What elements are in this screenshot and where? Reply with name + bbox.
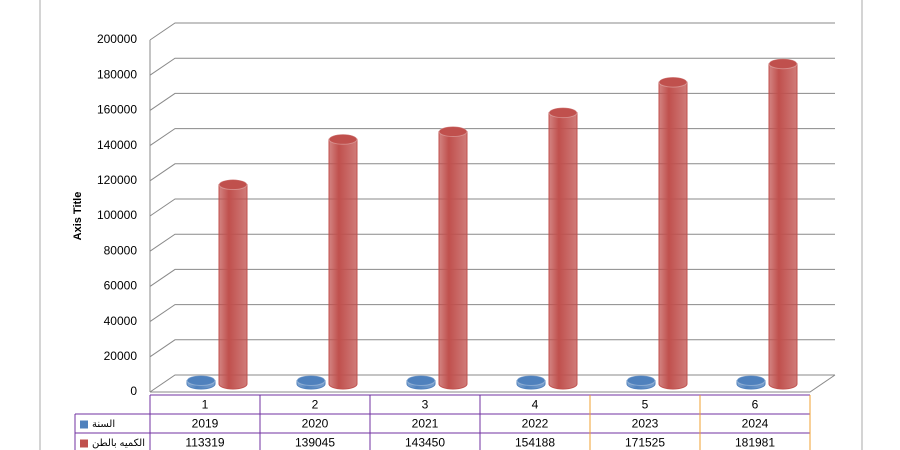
table-value: 2022: [522, 417, 549, 431]
table-value: 2019: [192, 417, 219, 431]
bar-top: [218, 179, 248, 191]
grid-line: [149, 198, 835, 217]
x-tick-label: 1: [202, 398, 209, 412]
bar-top: [406, 374, 436, 386]
bar: [328, 138, 358, 390]
table-value: 171525: [625, 436, 665, 450]
bar-top: [548, 107, 578, 119]
bar-top: [626, 374, 656, 386]
y-axis-title: Axis Title: [72, 192, 84, 241]
table-value: 2023: [632, 417, 659, 431]
grid-line: [149, 233, 835, 252]
bar: [218, 184, 248, 390]
grid-line: [149, 374, 835, 393]
bar: [768, 63, 798, 390]
x-tick-label: 3: [422, 398, 429, 412]
y-tick-label: 200000: [97, 32, 137, 46]
grid-line: [149, 163, 835, 182]
y-tick-label: 20000: [104, 349, 138, 363]
table-value: 2024: [742, 417, 769, 431]
bar-top: [768, 58, 798, 70]
legend-label: الكميه بالطن: [92, 438, 145, 449]
table-value: 181981: [735, 436, 775, 450]
y-tick-label: 140000: [97, 138, 137, 152]
y-tick-label: 180000: [97, 67, 137, 81]
bar-top: [736, 374, 766, 386]
grid-line: [149, 22, 835, 41]
bar-top: [328, 133, 358, 145]
grid-line: [149, 128, 835, 147]
bar-top: [186, 374, 216, 386]
floor: [150, 374, 836, 393]
y-tick-label: 0: [130, 384, 137, 398]
bar-top: [516, 374, 546, 386]
grid-line: [149, 57, 835, 76]
y-tick-label: 60000: [104, 279, 138, 293]
bar: [438, 131, 468, 390]
table-value: 143450: [405, 436, 445, 450]
bar-top: [438, 126, 468, 138]
table-value: 154188: [515, 436, 555, 450]
y-tick-label: 160000: [97, 103, 137, 117]
table-value: 139045: [295, 436, 335, 450]
table-value: 113319: [185, 436, 224, 450]
x-tick-label: 2: [312, 398, 319, 412]
grid-line: [149, 304, 835, 323]
grid-line: [149, 268, 835, 287]
x-tick-label: 4: [532, 398, 539, 412]
table-value: 2020: [302, 417, 329, 431]
y-tick-label: 40000: [104, 314, 138, 328]
bar-top: [296, 374, 326, 386]
bar: [548, 112, 578, 390]
y-tick-label: 120000: [97, 173, 137, 187]
legend-key: [80, 420, 88, 429]
y-tick-label: 80000: [104, 243, 138, 257]
legend-label: السنة: [92, 419, 115, 430]
x-tick-label: 6: [752, 398, 759, 412]
y-tick-label: 100000: [97, 208, 137, 222]
legend-key: [80, 439, 88, 448]
grid-line: [149, 339, 835, 358]
bar: [658, 81, 688, 390]
grid-line: [149, 92, 835, 111]
table-value: 2021: [412, 417, 439, 431]
bar-top: [658, 76, 688, 88]
x-tick-label: 5: [642, 398, 649, 412]
